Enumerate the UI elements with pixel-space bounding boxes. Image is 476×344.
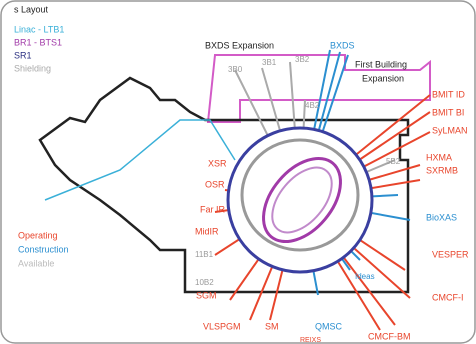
legend-title: s Layout [14, 4, 49, 14]
label: BXDS [330, 40, 355, 50]
status-item: Construction [18, 244, 69, 254]
beamline-label: Far IR [200, 204, 226, 214]
beamline-label: XSR [208, 158, 227, 168]
label: First Building [355, 59, 407, 69]
port-label: 4B2 [305, 101, 320, 110]
label: BXDS Expansion [205, 40, 274, 50]
beamline-label: SyLMAN [432, 125, 468, 135]
beamline-label: REIXS [300, 337, 321, 344]
layout-diagram: s Layout Linac - LTB1 BR1 - BTS1 SR1 Shi… [0, 0, 476, 344]
port-label: 3B1 [262, 58, 277, 67]
beamline-label: QMSC [315, 321, 343, 331]
beamline-label: BioXAS [426, 212, 457, 222]
beamline-label: VLSPGM [203, 321, 241, 331]
beamline-label: OSR [205, 179, 225, 189]
beamline-label: SGM [196, 290, 217, 300]
port-label: 3B0 [228, 65, 243, 74]
beamline-label: BMIT ID [432, 89, 465, 99]
port-label: 3B2 [295, 55, 310, 64]
port-label: 10B2 [195, 278, 214, 287]
legend-item: SR1 [14, 50, 32, 60]
status-item: Available [18, 258, 54, 268]
beamline-label: SXRMB [426, 165, 458, 175]
legend-item: BR1 - BTS1 [14, 37, 62, 47]
port-label: 5B2 [386, 157, 401, 166]
beamline-label: MidIR [195, 226, 219, 236]
port-label: 11B1 [195, 250, 214, 259]
beamline-label: Ideas [355, 272, 375, 281]
beamline-label: VESPER [432, 249, 469, 259]
beamline-label: CMCF-I [432, 292, 464, 302]
label: Expansion [362, 73, 404, 83]
legend-item: Shielding [14, 63, 51, 73]
legend-item: Linac - LTB1 [14, 24, 64, 34]
beamline-label: BMIT BI [432, 107, 464, 117]
beamline-label: CMCF-BM [368, 331, 411, 341]
status-item: Operating [18, 230, 58, 240]
beamline-label: HXMA [426, 152, 452, 162]
beamline-label: SM [265, 321, 279, 331]
